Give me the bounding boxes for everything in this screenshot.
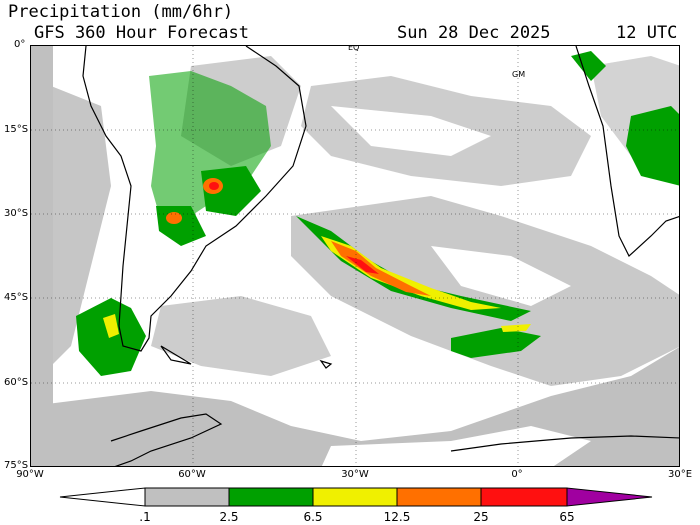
dry-area [321,106,591,466]
colorbar-high-end [566,487,653,507]
lon-label-90w: 90°W [16,469,44,480]
moderate-precip-area [76,51,679,376]
equator-label: EQ [348,45,360,52]
colorbar-segment-2 [228,487,314,507]
lat-label-15s: 15°S [4,124,29,135]
lat-label-75s: 75°S [4,460,29,471]
lat-label-30s: 30°S [4,208,29,219]
forecast-time: 12 UTC [616,23,678,43]
lon-label-30w: 30°W [341,469,369,480]
greenwich-label: GM [512,70,526,79]
forecast-date: Sun 28 Dec 2025 [397,23,551,43]
extreme-precip-area [209,182,379,274]
colorbar [59,487,653,507]
lon-label-30e: 30°E [667,469,693,480]
map-title: Precipitation (mm/6hr) [8,2,234,22]
colorbar-label-2: 2.5 [219,510,239,524]
precipitation-map: EQ GM [30,45,680,467]
colorbar-label-3: 6.5 [303,510,323,524]
colorbar-segment-4 [396,487,482,507]
colorbar-label-5: 25 [473,510,489,524]
lon-label-0: 0° [511,469,523,480]
colorbar-label-6: 65 [559,510,575,524]
colorbar-label-4: 12.5 [383,510,411,524]
colorbar-low-end [59,487,146,507]
colorbar-segment-3 [312,487,398,507]
lat-label-0: 0° [14,39,26,50]
colorbar-segment-1 [144,487,230,507]
lat-label-45s: 45°S [4,292,29,303]
forecast-subtitle: GFS 360 Hour Forecast [34,23,249,43]
colorbar-label-1: .1 [139,510,151,524]
heavy-precip-area [103,236,531,338]
coastline [82,46,679,466]
lon-label-60w: 60°W [178,469,206,480]
lat-label-60s: 60°S [4,377,29,388]
graticule [31,46,679,466]
map-canvas [31,46,679,466]
colorbar-segment-5 [480,487,568,507]
